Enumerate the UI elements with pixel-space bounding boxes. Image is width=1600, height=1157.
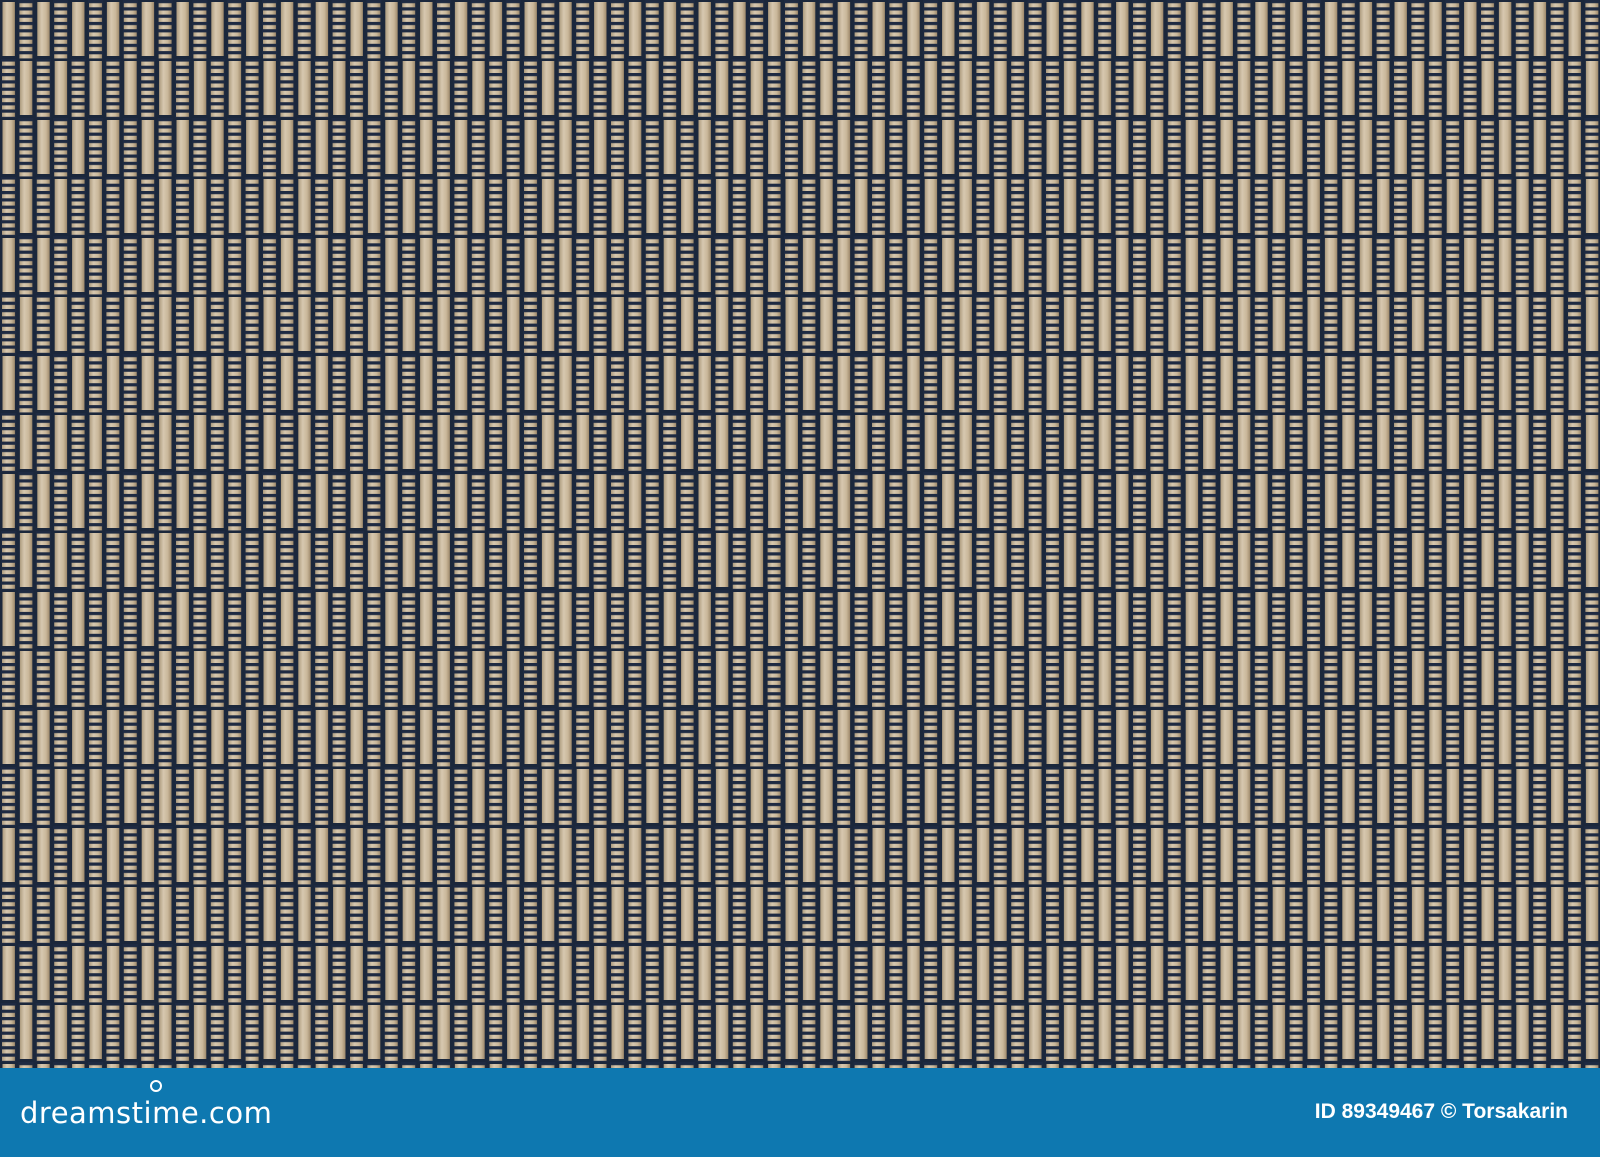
watermark-footer: dreamstime.com ID 89349467 © Torsakarin: [0, 1068, 1600, 1157]
dreamstime-logo: dreamstime.com: [20, 1096, 273, 1130]
logo-spiral-icon: [150, 1080, 162, 1092]
bamboo-mat-photo: [0, 0, 1600, 1068]
image-credit: ID 89349467 © Torsakarin: [1314, 1100, 1568, 1123]
